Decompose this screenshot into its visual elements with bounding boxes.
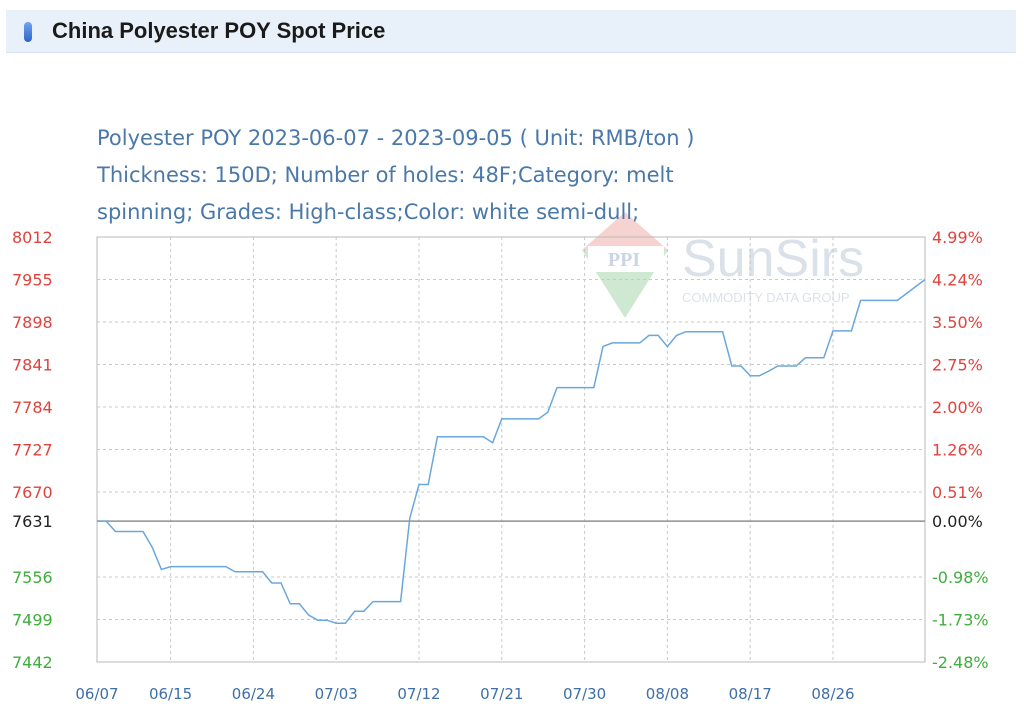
y-tick-label-right: 4.99%: [932, 228, 983, 247]
page-header: China Polyester POY Spot Price: [6, 10, 1016, 53]
y-tick-label-right: 2.75%: [932, 356, 983, 375]
chart-title: Polyester POY 2023-06-07 - 2023-09-05 ( …: [96, 126, 694, 224]
y-tick-label-right: 2.00%: [932, 398, 983, 417]
x-tick-label: 06/07: [75, 685, 118, 703]
watermark-tagline: COMMODITY DATA GROUP: [682, 290, 850, 305]
chart-title-line: Thickness: 150D; Number of holes: 48F;Ca…: [96, 163, 674, 187]
y-tick-label-left: 7727: [12, 441, 53, 460]
y-tick-label-left: 7499: [12, 611, 53, 630]
x-axis: 06/07 06/15 06/24 07/03 07/12 07/21 07/30 08/08…: [75, 685, 854, 703]
x-tick-label: 07/21: [480, 685, 523, 703]
y-tick-label-left: 7898: [12, 313, 53, 332]
watermark-logo-top-icon: [582, 212, 668, 288]
y-tick-label-right: -0.98%: [932, 568, 989, 587]
y-tick-label-left: 7442: [12, 653, 53, 672]
x-tick-label: 07/12: [397, 685, 440, 703]
y-axis-left: 8012 7955 7898 7841 7784 7727 7670 7631 7556 7499…: [12, 228, 53, 672]
y-tick-label-right: 0.51%: [932, 483, 983, 502]
watermark-logo-bottom-icon: [582, 250, 668, 318]
y-tick-label-left: 7670: [12, 483, 53, 502]
price-series-line: [97, 278, 926, 624]
y-tick-label-left: 7556: [12, 568, 53, 587]
y-tick-label-right: 4.24%: [932, 271, 983, 290]
y-tick-label-left: 7631: [12, 512, 53, 531]
x-tick-label: 08/26: [811, 685, 854, 703]
y-tick-label-right: 3.50%: [932, 313, 983, 332]
chart-title-line: spinning; Grades: High-class;Color: whit…: [97, 200, 639, 224]
header-bullet-icon: [24, 22, 32, 42]
chart-title-line: Polyester POY 2023-06-07 - 2023-09-05 ( …: [97, 126, 694, 150]
x-tick-label: 06/15: [149, 685, 192, 703]
watermark-brand: SunSirs: [682, 230, 864, 288]
y-tick-label-left: 8012: [12, 228, 53, 247]
x-tick-label: 07/30: [563, 685, 606, 703]
page-title: China Polyester POY Spot Price: [52, 18, 386, 43]
plot-area: [97, 278, 926, 624]
sunsirs-watermark: PPI SunSirs COMMODITY DATA GROUP: [582, 212, 864, 318]
x-tick-label: 07/03: [315, 685, 358, 703]
x-tick-label: 08/17: [729, 685, 772, 703]
y-tick-label-left: 7955: [12, 271, 53, 290]
y-tick-label-right: 1.26%: [932, 441, 983, 460]
y-axis-right: 4.99% 4.24% 3.50% 2.75% 2.00% 1.26% 0.51% 0.00%…: [932, 228, 989, 672]
y-tick-label-right: 0.00%: [932, 512, 983, 531]
y-tick-label-right: -1.73%: [932, 611, 989, 630]
y-tick-label-right: -2.48%: [932, 653, 989, 672]
chart-grid: [96, 236, 926, 663]
y-tick-label-left: 7841: [12, 356, 53, 375]
x-tick-label: 06/24: [232, 685, 275, 703]
svg-text:PPI: PPI: [608, 249, 640, 271]
y-tick-label-left: 7784: [12, 398, 53, 417]
x-tick-label: 08/08: [646, 685, 689, 703]
